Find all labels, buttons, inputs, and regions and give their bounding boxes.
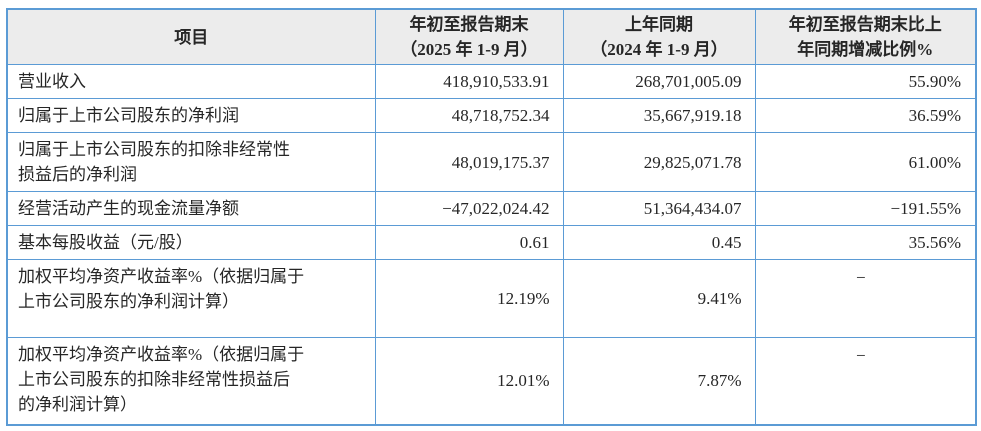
cell-prior: 29,825,071.78 xyxy=(562,132,756,192)
cell-prior: 0.45 xyxy=(562,225,756,260)
cell-current: 418,910,533.91 xyxy=(374,64,564,99)
financial-summary-table: 项目 年初至报告期末 （2025 年 1-9 月） 上年同期 （2024 年 1… xyxy=(6,8,977,426)
cell-item: 加权平均净资产收益率%（依据归属于 上市公司股东的净利润计算） xyxy=(6,259,376,338)
cell-current: 12.01% xyxy=(374,337,564,425)
cell-item: 归属于上市公司股东的扣除非经常性 损益后的净利润 xyxy=(6,132,376,192)
table-row-weighted-roe: 加权平均净资产收益率%（依据归属于 上市公司股东的净利润计算） 12.19% 9… xyxy=(6,259,977,338)
cell-item: 基本每股收益（元/股） xyxy=(6,225,376,260)
column-header-change-ratio: 年初至报告期末比上 年同期增减比例% xyxy=(754,8,977,65)
cell-current: 48,019,175.37 xyxy=(374,132,564,192)
cell-current: 12.19% xyxy=(374,259,564,338)
cell-change: −191.55% xyxy=(754,191,977,226)
cell-change: 35.56% xyxy=(754,225,977,260)
table-row-net-profit-excl-nonrecurring: 归属于上市公司股东的扣除非经常性 损益后的净利润 48,019,175.37 2… xyxy=(6,132,977,192)
cell-change: 55.90% xyxy=(754,64,977,99)
table-row-operating-cash-flow: 经营活动产生的现金流量净额 −47,022,024.42 51,364,434.… xyxy=(6,191,977,226)
cell-item: 营业收入 xyxy=(6,64,376,99)
cell-prior: 268,701,005.09 xyxy=(562,64,756,99)
cell-current: 0.61 xyxy=(374,225,564,260)
cell-prior: 9.41% xyxy=(562,259,756,338)
cell-change: − xyxy=(754,337,977,425)
cell-prior: 35,667,919.18 xyxy=(562,98,756,133)
table-row-net-profit: 归属于上市公司股东的净利润 48,718,752.34 35,667,919.1… xyxy=(6,98,977,133)
column-header-current-period: 年初至报告期末 （2025 年 1-9 月） xyxy=(374,8,564,65)
cell-prior: 7.87% xyxy=(562,337,756,425)
cell-item: 经营活动产生的现金流量净额 xyxy=(6,191,376,226)
cell-current: −47,022,024.42 xyxy=(374,191,564,226)
cell-change: 61.00% xyxy=(754,132,977,192)
cell-current: 48,718,752.34 xyxy=(374,98,564,133)
column-header-item: 项目 xyxy=(6,8,376,65)
table-row-weighted-roe-excl-nonrecurring: 加权平均净资产收益率%（依据归属于 上市公司股东的扣除非经常性损益后 的净利润计… xyxy=(6,337,977,425)
cell-prior: 51,364,434.07 xyxy=(562,191,756,226)
cell-item: 加权平均净资产收益率%（依据归属于 上市公司股东的扣除非经常性损益后 的净利润计… xyxy=(6,337,376,425)
column-header-prior-period: 上年同期 （2024 年 1-9 月） xyxy=(562,8,756,65)
cell-change: − xyxy=(754,259,977,338)
cell-change: 36.59% xyxy=(754,98,977,133)
cell-item: 归属于上市公司股东的净利润 xyxy=(6,98,376,133)
table-row-basic-eps: 基本每股收益（元/股） 0.61 0.45 35.56% xyxy=(6,225,977,260)
header-row: 项目 年初至报告期末 （2025 年 1-9 月） 上年同期 （2024 年 1… xyxy=(6,8,977,65)
table-row-operating-revenue: 营业收入 418,910,533.91 268,701,005.09 55.90… xyxy=(6,64,977,99)
